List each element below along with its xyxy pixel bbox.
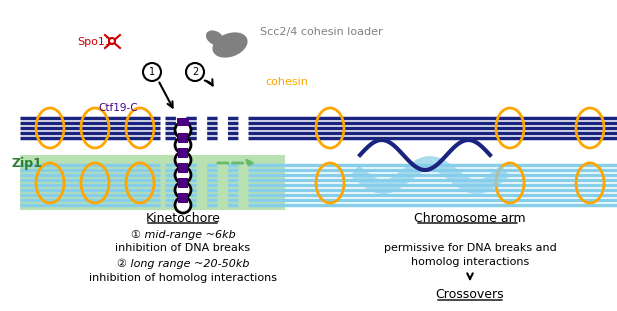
Text: permissive for DNA breaks and: permissive for DNA breaks and — [384, 243, 557, 253]
Circle shape — [175, 152, 191, 168]
Text: ① mid-range ~6kb: ① mid-range ~6kb — [131, 230, 235, 240]
Circle shape — [175, 137, 191, 153]
Text: inhibition of homolog interactions: inhibition of homolog interactions — [89, 273, 277, 283]
Text: Scc2/4 cohesin loader: Scc2/4 cohesin loader — [260, 27, 383, 37]
Text: homolog interactions: homolog interactions — [411, 257, 529, 267]
Bar — [178, 193, 188, 202]
Ellipse shape — [207, 31, 223, 45]
Text: Kinetochore: Kinetochore — [146, 211, 220, 225]
Text: 2: 2 — [192, 67, 198, 77]
Bar — [178, 132, 188, 142]
Circle shape — [143, 63, 161, 81]
Text: 1: 1 — [149, 67, 155, 77]
Bar — [177, 118, 189, 126]
Circle shape — [175, 197, 191, 213]
Circle shape — [175, 122, 191, 138]
Circle shape — [175, 182, 191, 198]
Text: Ctf19-C: Ctf19-C — [98, 103, 138, 113]
Bar — [178, 178, 188, 188]
Text: Zip1: Zip1 — [12, 156, 43, 169]
Bar — [178, 147, 188, 157]
Text: Spo11: Spo11 — [78, 37, 112, 47]
Text: Chromosome arm: Chromosome arm — [414, 211, 526, 225]
Ellipse shape — [213, 33, 247, 57]
Text: ② long range ~20-50kb: ② long range ~20-50kb — [117, 259, 249, 269]
Circle shape — [175, 167, 191, 183]
Circle shape — [186, 63, 204, 81]
Bar — [178, 163, 188, 173]
Text: cohesin: cohesin — [265, 77, 308, 87]
FancyBboxPatch shape — [20, 155, 285, 210]
Text: Crossovers: Crossovers — [436, 289, 504, 301]
Text: inhibition of DNA breaks: inhibition of DNA breaks — [115, 243, 251, 253]
Circle shape — [109, 38, 115, 44]
